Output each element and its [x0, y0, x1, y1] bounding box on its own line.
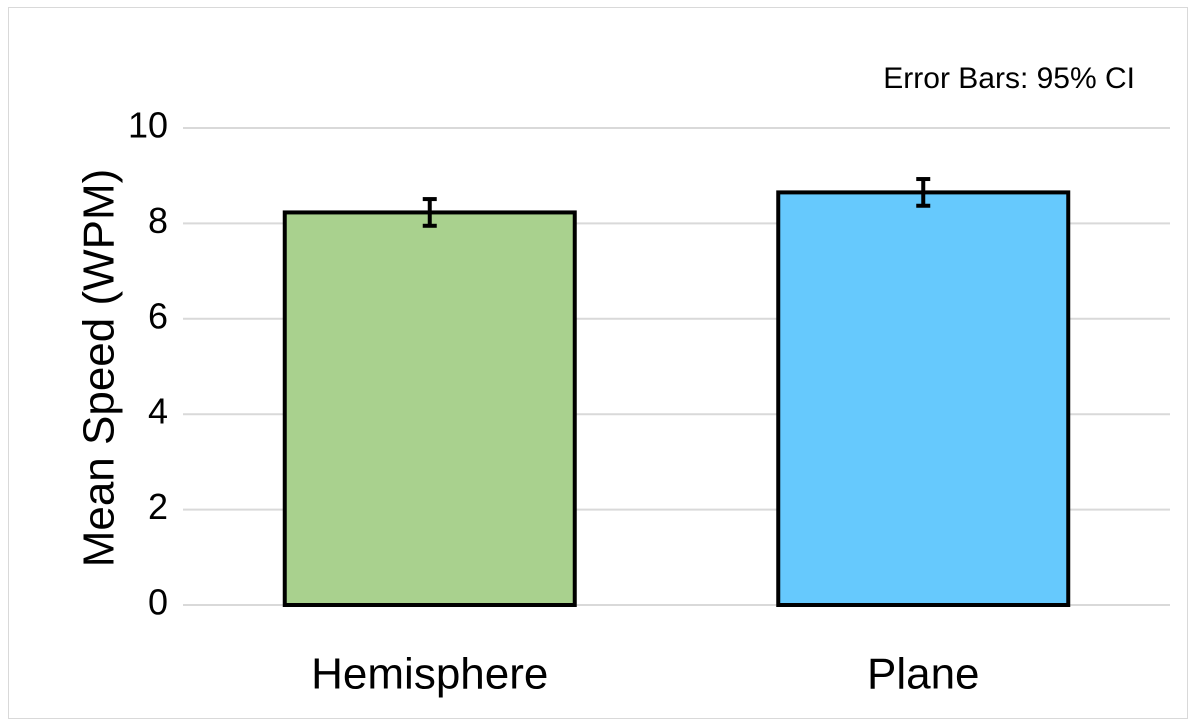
y-tick-label: 10	[128, 105, 168, 146]
bar-plane	[776, 190, 1071, 608]
error-bars	[422, 177, 931, 228]
x-axis-labels: Hemisphere Plane	[311, 650, 979, 699]
x-category-label: Hemisphere	[311, 650, 548, 699]
x-category-label: Plane	[867, 650, 980, 699]
bars	[282, 190, 1071, 608]
y-axis-ticks: 0 2 4 6 8 10	[128, 105, 168, 623]
y-tick-label: 6	[148, 295, 168, 336]
y-tick-label: 8	[148, 200, 168, 241]
y-tick-label: 4	[148, 391, 168, 432]
bar-hemisphere	[282, 210, 577, 608]
y-tick-label: 2	[148, 486, 168, 527]
y-tick-label: 0	[148, 582, 168, 623]
y-axis-title: Mean Speed (WPM)	[75, 169, 124, 568]
error-bars-note: Error Bars: 95% CI	[883, 62, 1135, 95]
